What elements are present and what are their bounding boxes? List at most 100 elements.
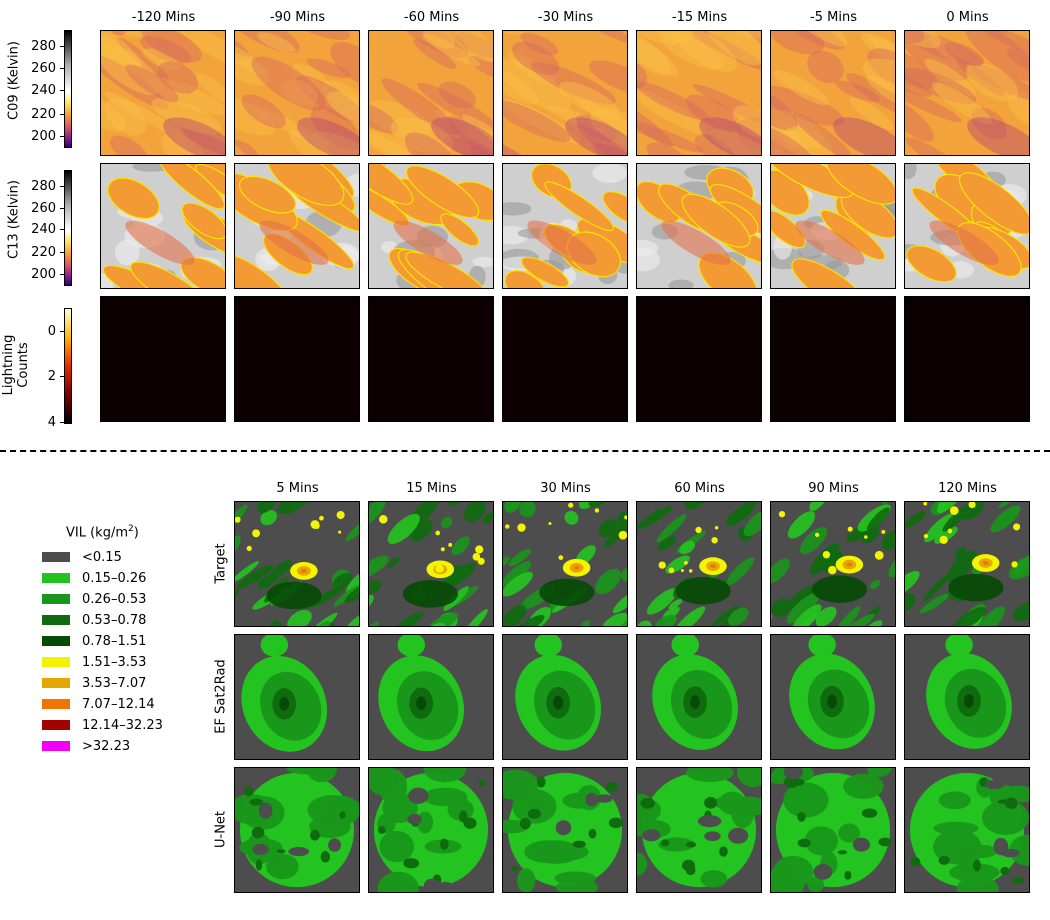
unet-panel (770, 767, 896, 893)
colorbar-tick (60, 185, 64, 187)
c09-panel (502, 30, 628, 156)
legend-entry: 1.51–3.53 (42, 655, 192, 671)
legend-entry: 0.53–0.78 (42, 613, 192, 629)
colorbar-tick-label: 280 (31, 39, 56, 55)
legend-swatch (42, 636, 70, 646)
c13-panel (502, 163, 628, 289)
lightning-panel (502, 296, 628, 422)
row-label: Target (213, 543, 229, 584)
target-panel (234, 501, 360, 627)
c09-panel (770, 30, 896, 156)
lightning-panel (636, 296, 762, 422)
c13-panel (368, 163, 494, 289)
row-label: Lightning Counts (1, 334, 31, 396)
legend-label: 1.51–3.53 (82, 655, 147, 670)
colorbar-tick-label: 260 (31, 61, 56, 77)
time-title: 90 Mins (808, 481, 859, 496)
c09-panel (234, 30, 360, 156)
colorbar (64, 170, 72, 286)
unet-panel (904, 767, 1030, 893)
c09-panel (636, 30, 762, 156)
time-title: 0 Mins (946, 10, 989, 25)
colorbar-tick-label: 260 (31, 200, 56, 216)
legend-label: 7.07–12.14 (82, 697, 155, 712)
time-title: 30 Mins (540, 481, 591, 496)
colorbar-tick-label: 4 (47, 415, 56, 430)
legend-entry: <0.15 (42, 550, 192, 566)
colorbar-tick-label: 280 (31, 178, 56, 194)
colorbar-tick (60, 376, 64, 378)
c13-panel (904, 163, 1030, 289)
legend-swatch (42, 552, 70, 562)
section-divider (0, 450, 1050, 452)
legend-swatch (42, 699, 70, 709)
c13-panel (636, 163, 762, 289)
colorbar-tick (60, 113, 64, 115)
time-title: 60 Mins (674, 481, 725, 496)
colorbar-tick (60, 135, 64, 137)
colorbar-tick-label: 200 (31, 128, 56, 144)
colorbar-tick (60, 229, 64, 231)
legend-swatch (42, 741, 70, 751)
time-title: 15 Mins (406, 481, 457, 496)
legend-swatch (42, 657, 70, 667)
colorbar-tick-label: 220 (31, 106, 56, 122)
target-panel (636, 501, 762, 627)
colorbar (64, 30, 72, 148)
legend-label: 0.15–0.26 (82, 571, 147, 586)
legend-label: 0.53–0.78 (82, 613, 147, 628)
time-title: -5 Mins (810, 10, 857, 25)
row-label: C09 (Kelvin) (6, 41, 22, 120)
colorbar-tick-label: 0 (47, 323, 56, 339)
lightning-panel (368, 296, 494, 422)
lightning-panel (904, 296, 1030, 422)
row-label: C13 (Kelvin) (6, 180, 22, 259)
colorbar-tick (60, 252, 64, 254)
legend-label: <0.15 (82, 550, 122, 565)
lightning-panel (770, 296, 896, 422)
legend-entry: 3.53–7.07 (42, 676, 192, 692)
colorbar-tick (60, 46, 64, 48)
colorbar-tick-label: 240 (31, 222, 56, 238)
c13-panel (100, 163, 226, 289)
legend-entry: 0.26–0.53 (42, 592, 192, 608)
legend-swatch (42, 615, 70, 625)
unet-panel (234, 767, 360, 893)
time-title: -15 Mins (671, 10, 728, 25)
legend-label: 0.78–1.51 (82, 634, 147, 649)
target-panel (904, 501, 1030, 627)
target-panel (368, 501, 494, 627)
time-title: -120 Mins (131, 10, 196, 25)
legend-swatch (42, 594, 70, 604)
legend-label: >32.23 (82, 739, 131, 754)
sat2rad-panel (234, 634, 360, 760)
colorbar-tick (60, 68, 64, 70)
legend-title: VIL (kg/m2) (66, 524, 139, 541)
colorbar-tick-label: 220 (31, 245, 56, 261)
colorbar (64, 308, 72, 424)
c09-panel (368, 30, 494, 156)
unet-panel (368, 767, 494, 893)
legend-swatch (42, 573, 70, 583)
legend-label: 12.14–32.23 (82, 718, 163, 733)
legend-label: 3.53–7.07 (82, 676, 147, 691)
legend-swatch (42, 720, 70, 730)
time-title: -60 Mins (403, 10, 460, 25)
colorbar-tick (60, 207, 64, 209)
time-title: -30 Mins (537, 10, 594, 25)
legend-entry: 7.07–12.14 (42, 697, 192, 713)
sat2rad-panel (502, 634, 628, 760)
colorbar-tick-label: 240 (31, 83, 56, 99)
sat2rad-panel (368, 634, 494, 760)
c13-panel (770, 163, 896, 289)
colorbar-tick-label: 2 (47, 369, 56, 385)
legend-entry: 0.78–1.51 (42, 634, 192, 650)
legend-label: 0.26–0.53 (82, 592, 147, 607)
lightning-panel (234, 296, 360, 422)
time-title: 120 Mins (938, 481, 997, 496)
row-label: EF Sat2Rad (213, 659, 229, 734)
sat2rad-panel (904, 634, 1030, 760)
colorbar-tick (60, 422, 64, 423)
time-title: 5 Mins (276, 481, 319, 496)
c13-panel (234, 163, 360, 289)
